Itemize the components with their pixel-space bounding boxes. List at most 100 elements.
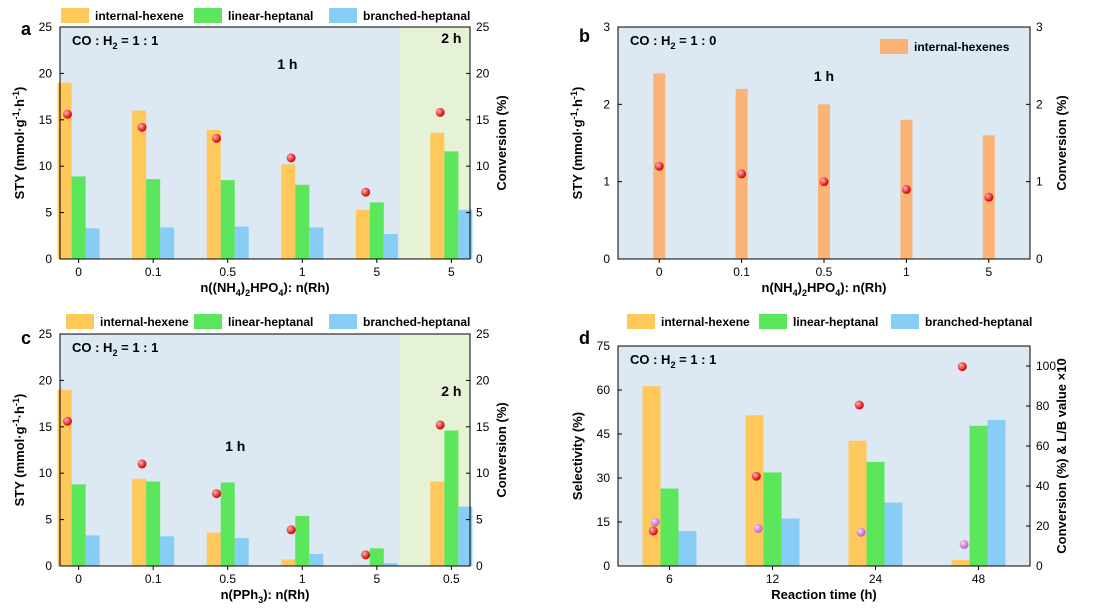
condition-label: CO : H2 = 1 : 0	[630, 33, 716, 51]
bar-branched-heptanal	[781, 518, 800, 566]
y2-axis-label: Conversion (%)	[494, 402, 509, 497]
bar-internal-hexene	[132, 110, 147, 260]
conversion-marker	[737, 169, 747, 179]
legend-label: internal-hexene	[100, 315, 189, 329]
y2-tick-label: 0	[1036, 252, 1043, 266]
legend-label: branched-heptanal	[363, 9, 470, 23]
legend-label: internal-hexene	[95, 9, 184, 23]
x-tick-label: 1	[299, 572, 306, 586]
conversion-marker	[984, 192, 994, 202]
y2-tick-label: 40	[1036, 479, 1050, 493]
bar-linear-heptanal	[763, 472, 782, 566]
chart-panel-d: 0 15 30 45 60 75 0 20 40 60 80 100 6 12 24 48 Reaction t…	[570, 314, 1069, 602]
y2-tick-label: 3	[1036, 20, 1043, 34]
bar-internal-hexene	[206, 130, 221, 259]
conversion-marker	[286, 525, 296, 535]
y2-tick-label: 20	[476, 373, 490, 387]
conversion-marker	[751, 471, 761, 481]
bar-internal-hexene	[206, 532, 221, 566]
conversion-marker	[854, 400, 864, 410]
condition-label: CO : H2 = 1 : 1	[72, 340, 158, 358]
y2-tick-label: 100	[1036, 359, 1056, 373]
bar-internal-hexene	[430, 132, 445, 259]
y-tick-label: 0	[603, 252, 610, 266]
x-tick-label: 5	[373, 572, 380, 586]
conversion-marker	[435, 107, 445, 117]
y-tick-label: 45	[597, 427, 611, 441]
bar-branched-heptanal	[309, 553, 324, 566]
bar-linear-heptanal	[866, 461, 885, 566]
conversion-marker	[648, 526, 658, 536]
time-annotation: 2 h	[441, 30, 461, 46]
bar-branched-heptanal	[383, 563, 398, 566]
panel-label: c	[21, 328, 31, 348]
conversion-marker	[361, 187, 371, 197]
x-tick-label: 12	[766, 572, 780, 586]
x-axis-label: n((NH4)2HPO4): n(Rh)	[200, 280, 329, 298]
conversion-marker	[62, 416, 72, 426]
legend-label: linear-heptanal	[228, 315, 313, 329]
y-tick-label: 10	[39, 466, 53, 480]
panel-label: b	[579, 26, 590, 46]
y2-tick-label: 0	[476, 559, 483, 573]
y-tick-label: 25	[39, 327, 53, 341]
conversion-marker	[957, 362, 967, 372]
y-tick-label: 20	[39, 66, 53, 80]
conversion-marker	[654, 161, 664, 171]
x-tick-label: 0.5	[816, 265, 833, 279]
y-tick-label: 0	[603, 559, 610, 573]
bar-internal-hexene	[132, 478, 147, 566]
y-axis-label: Selectivity (%)	[570, 412, 585, 500]
legend-swatch	[891, 314, 919, 329]
x-tick-label: 0.5	[443, 572, 460, 586]
bar-linear-heptanal	[220, 482, 235, 566]
conversion-marker	[212, 133, 222, 143]
y-tick-label: 2	[603, 97, 610, 111]
y2-axis-label: Conversion (%)	[1054, 95, 1069, 190]
y2-axis-label: Conversion (%) & L/B value ×10	[1054, 358, 1069, 553]
lb-ratio-marker	[959, 539, 969, 549]
x-axis-label: Reaction time (h)	[771, 587, 876, 602]
legend-swatch	[66, 314, 94, 329]
bar-linear-heptanal	[660, 488, 679, 566]
y2-tick-label: 10	[476, 159, 490, 173]
legend-label: linear-heptanal	[228, 9, 313, 23]
y-tick-label: 25	[39, 20, 53, 34]
y2-tick-label: 10	[476, 466, 490, 480]
y2-tick-label: 2	[1036, 97, 1043, 111]
bar-linear-heptanal	[444, 151, 459, 259]
bar-branched-heptanal	[458, 209, 473, 259]
legend-swatch	[194, 8, 222, 23]
bar-internal-hexene	[57, 389, 72, 566]
conversion-marker	[62, 109, 72, 119]
time-annotation: 1 h	[814, 68, 834, 84]
x-tick-label: 0.5	[219, 265, 236, 279]
bar-internal-hexene	[848, 440, 867, 566]
x-tick-label: 0	[75, 572, 82, 586]
y-tick-label: 3	[603, 20, 610, 34]
bar-internal-hexene	[642, 386, 661, 566]
plot-background	[618, 346, 1030, 566]
time-annotation: 2 h	[441, 383, 461, 399]
y2-tick-label: 0	[476, 252, 483, 266]
legend-swatch	[329, 314, 357, 329]
lb-ratio-marker	[753, 523, 763, 533]
x-tick-label: 24	[869, 572, 883, 586]
bar-linear-heptanal	[369, 548, 384, 566]
legend-label: linear-heptanal	[793, 315, 878, 329]
x-tick-label: 48	[972, 572, 986, 586]
plot-frame	[59, 333, 471, 567]
bar-linear-heptanal	[295, 184, 310, 259]
time-annotation: 1 h	[225, 438, 245, 454]
lb-ratio-marker	[856, 527, 866, 537]
bar-internal-hexene	[745, 415, 764, 566]
legend-swatch	[627, 314, 655, 329]
y-axis-label: STY (mmol·g-1·h-1)	[569, 87, 585, 200]
y2-tick-label: 20	[476, 66, 490, 80]
legend-swatch	[194, 314, 222, 329]
conversion-marker	[286, 153, 296, 163]
panel-label: d	[579, 328, 590, 348]
chart-panel-b: 0 1 2 3 0 1 2 3 0 0.1 0.5 1 5 n(NH4)2HPO4): n(Rh) STY …	[569, 20, 1069, 298]
y-tick-label: 0	[45, 559, 52, 573]
x-tick-label: 5	[985, 265, 992, 279]
